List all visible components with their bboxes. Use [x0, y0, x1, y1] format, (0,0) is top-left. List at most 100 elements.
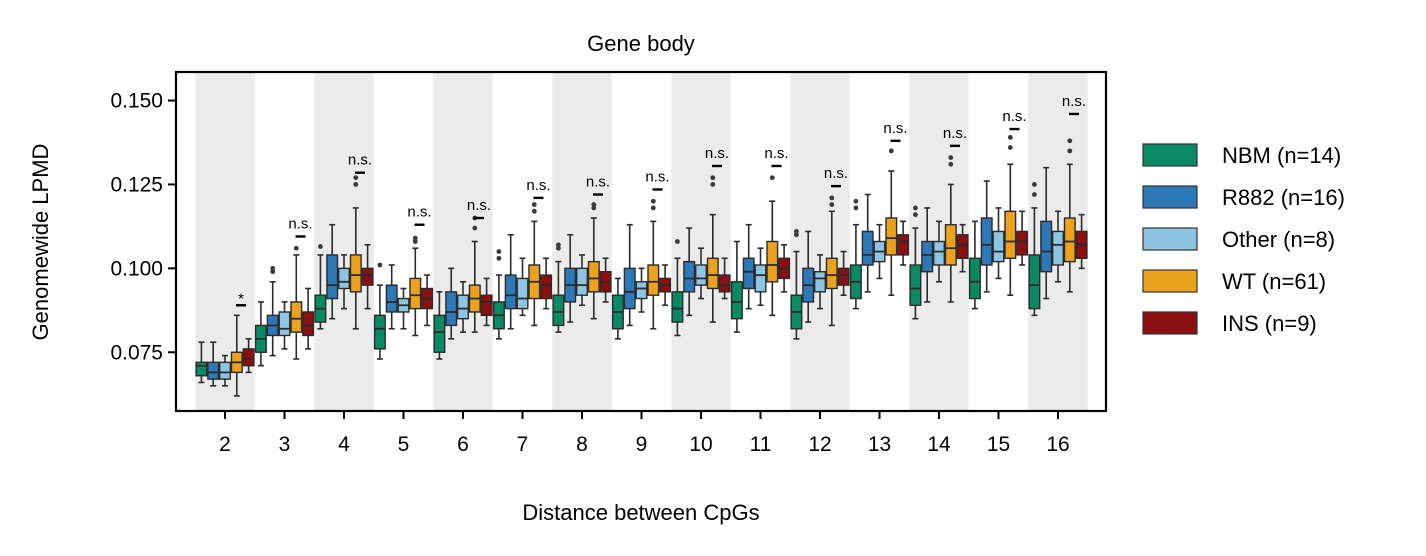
outlier-point: [353, 182, 359, 187]
box-body: [1063, 217, 1076, 263]
significance-annotations: * n.s. n.s. n.s. n.s. n.s. n.s. n.s. n.s. n.s. n.s…: [236, 93, 1086, 307]
outlier-point: [794, 232, 799, 238]
outlier-point: [829, 202, 835, 207]
legend-label: Other (n=8): [1222, 227, 1335, 252]
outlier-point: [412, 239, 418, 244]
box-body: [861, 230, 874, 266]
significance-label: n.s.: [943, 125, 967, 142]
legend-label: R882 (n=16): [1222, 185, 1345, 210]
box-body: [683, 260, 696, 293]
box: [528, 202, 541, 327]
x-tick-label: 9: [636, 433, 648, 456]
box-body: [242, 348, 255, 367]
outlier-point: [948, 161, 954, 167]
box: [397, 287, 410, 330]
legend-label: INS (n=9): [1222, 311, 1317, 336]
y-tick-label: 0.150: [110, 90, 163, 113]
box: [242, 338, 255, 374]
significance-label: n.s.: [348, 152, 372, 169]
box-body: [445, 291, 458, 327]
box: [492, 249, 505, 340]
x-tick-label: 2: [219, 433, 231, 456]
box: [695, 247, 708, 300]
outlier-point: [496, 255, 502, 261]
significance-label: n.s.: [288, 215, 312, 232]
x-tick-label: 14: [927, 433, 951, 456]
box-body: [695, 264, 708, 286]
y-axis: 0.075 0.100 0.125 0.150: [110, 90, 176, 364]
box-body: [302, 311, 315, 337]
legend-swatch: [1142, 269, 1198, 293]
box: [254, 301, 267, 367]
significance-label: n.s.: [526, 177, 550, 194]
box-body: [373, 314, 386, 350]
box: [218, 354, 231, 387]
category-band: [314, 72, 374, 411]
box-body: [754, 264, 767, 293]
box-body: [385, 284, 398, 313]
outlier-point: [318, 244, 323, 249]
box: [968, 220, 981, 310]
box-body: [361, 267, 374, 286]
legend-swatch: [1142, 143, 1198, 167]
box: [766, 175, 779, 317]
box-body: [587, 260, 600, 293]
series-group: [207, 166, 1053, 387]
x-tick-label: 12: [808, 433, 831, 456]
significance-label: n.s.: [407, 204, 431, 221]
x-axis-label: Distance between CpGs: [522, 500, 759, 525]
box: [516, 257, 529, 317]
series-group: [230, 135, 1076, 397]
box: [909, 205, 922, 320]
significance-label: n.s.: [645, 168, 669, 185]
box: [385, 264, 398, 330]
x-tick-label: 10: [689, 433, 712, 456]
box: [552, 242, 565, 333]
box: [849, 198, 862, 310]
box: [361, 244, 374, 310]
box: [326, 223, 339, 320]
outlier-point: [293, 245, 299, 251]
box: [778, 244, 791, 293]
box-body: [457, 294, 470, 320]
box: [468, 215, 481, 333]
box-body: [207, 361, 220, 380]
y-tick-label: 0.100: [110, 257, 163, 280]
box: [278, 301, 291, 350]
outlier-point: [531, 202, 537, 207]
box: [897, 220, 910, 266]
x-tick-label: 13: [868, 433, 891, 456]
box-body: [516, 277, 529, 310]
box: [302, 287, 315, 350]
box: [338, 254, 351, 310]
box: [1004, 135, 1017, 297]
box-body: [278, 311, 291, 337]
box-body: [766, 240, 779, 283]
box-body: [730, 281, 743, 320]
x-tick-label: 16: [1046, 433, 1069, 456]
significance-label: n.s.: [705, 145, 729, 162]
outlier-point: [710, 182, 716, 187]
box-body: [409, 277, 422, 310]
box: [861, 193, 874, 293]
x-tick-label: 4: [338, 433, 350, 456]
outlier-point: [1067, 148, 1073, 154]
box: [992, 207, 1005, 280]
y-tick-label: 0.125: [110, 173, 163, 196]
outlier-point: [913, 205, 918, 211]
box: [683, 227, 696, 317]
box-body: [338, 267, 351, 290]
box-body: [1040, 220, 1053, 273]
box-body: [576, 267, 589, 296]
outlier-point: [913, 212, 918, 218]
box-body: [623, 267, 636, 310]
box-body: [195, 361, 208, 377]
box: [230, 314, 243, 397]
box: [290, 245, 303, 360]
box-body: [218, 361, 231, 380]
outlier-point: [1007, 145, 1013, 150]
outlier-point: [412, 235, 418, 241]
category-band: [671, 72, 731, 411]
box: [373, 262, 386, 360]
